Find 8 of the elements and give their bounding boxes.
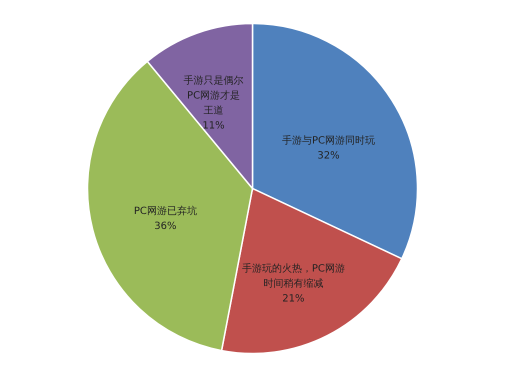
data-label: 32% [317, 150, 340, 162]
slice-label: PC网游已弃坑 [134, 204, 197, 217]
slice-label: 手游玩的火热，PC网游时间稍有缩减 [242, 262, 345, 290]
data-label: 36% [154, 220, 176, 232]
data-label: 11% [202, 120, 225, 132]
data-label: 21% [282, 294, 304, 305]
slice-label: 手游只是偶尔PC网游才是王道 [184, 74, 244, 116]
slice-label: 手游与PC网游同时玩 [282, 134, 375, 146]
